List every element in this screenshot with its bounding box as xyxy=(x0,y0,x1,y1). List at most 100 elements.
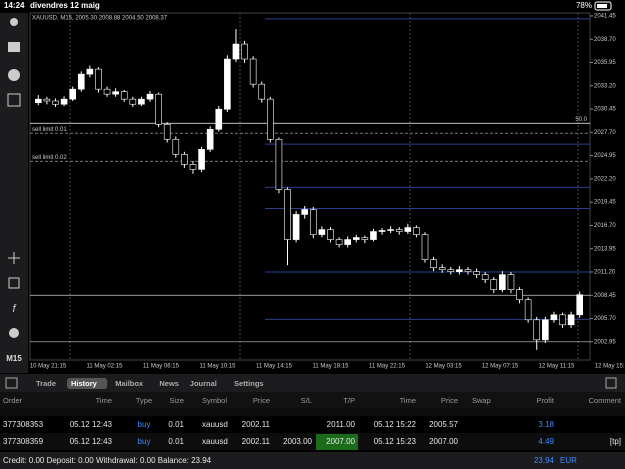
x-tick-label: 11 May 22:15 xyxy=(369,364,406,370)
column-header: Swap xyxy=(472,396,491,405)
candle-body xyxy=(344,239,351,245)
candle-body xyxy=(550,314,558,321)
tab-bar xyxy=(0,374,625,392)
y-tick-label: 2013.95 xyxy=(594,246,616,252)
x-tick-label: 12 May 07:15 xyxy=(482,364,519,370)
candle-body xyxy=(95,68,102,90)
candle-body xyxy=(481,274,489,280)
cell-type: buy xyxy=(138,420,151,429)
cell-price: 2002.11 xyxy=(242,420,271,429)
column-header: Time xyxy=(96,396,112,405)
y-tick-label: 2008.45 xyxy=(594,293,616,299)
cell-tp: 2007.00 xyxy=(326,437,355,446)
tab[interactable]: Trade xyxy=(36,379,56,388)
candle-body xyxy=(103,88,111,95)
y-tick-label: 2033.20 xyxy=(594,83,616,89)
candle-body xyxy=(241,43,248,60)
trade-icon[interactable] xyxy=(8,42,20,52)
chart-title: XAUUSD, M15, 2005.30 2008.88 2004.50 200… xyxy=(32,16,168,22)
cell-close-price: 2007.00 xyxy=(429,437,458,446)
candle-body xyxy=(181,154,188,165)
settings-icon[interactable] xyxy=(605,377,617,389)
candle-body xyxy=(327,229,334,240)
x-tick-label: 11 May 14:15 xyxy=(256,364,293,370)
table-header-row xyxy=(0,392,625,408)
candle-body xyxy=(361,237,369,240)
candle-body xyxy=(318,229,326,235)
x-tick-label: 11 May 10:15 xyxy=(200,364,237,370)
y-tick-label: 2022.20 xyxy=(594,176,616,182)
cell-time: 05.12 12:43 xyxy=(70,437,113,446)
battery-fill xyxy=(597,4,607,8)
plot-area xyxy=(29,12,591,361)
candle-body xyxy=(533,319,541,341)
crosshair-icon[interactable] xyxy=(8,252,20,264)
column-header: Size xyxy=(169,396,184,405)
candle-body xyxy=(138,98,145,105)
candle-body xyxy=(77,73,85,90)
candle-body xyxy=(163,123,171,140)
candle-body xyxy=(421,234,429,260)
candle-body xyxy=(507,274,515,290)
candle-body xyxy=(129,98,137,105)
tab[interactable]: Mailbox xyxy=(115,379,144,388)
new-order-icon[interactable] xyxy=(7,93,21,107)
tab[interactable]: Journal xyxy=(190,379,217,388)
cell-sl: 2003.00 xyxy=(283,437,312,446)
cell-price: 2002.11 xyxy=(242,437,271,446)
y-tick-label: 2011.20 xyxy=(594,270,616,276)
candle-body xyxy=(284,189,291,240)
candle-body xyxy=(576,294,584,316)
toolbar xyxy=(0,13,28,373)
candle-body xyxy=(524,299,532,321)
cell-order: 377308359 xyxy=(3,437,44,446)
cell-close-price: 2005.57 xyxy=(429,420,458,429)
indicator-icon[interactable]: f xyxy=(12,303,16,315)
candle-body xyxy=(224,58,231,110)
candle-body xyxy=(464,269,472,272)
cell-symbol: xauusd xyxy=(202,437,228,446)
y-tick-label: 2027.70 xyxy=(594,130,616,136)
candle-body xyxy=(516,289,523,301)
status-date: divendres 12 maig xyxy=(30,1,100,10)
footer-currency: EUR xyxy=(560,456,577,465)
cell-close-time: 05.12 15:22 xyxy=(374,420,417,429)
battery-icon xyxy=(594,1,612,11)
candle-body xyxy=(86,68,94,75)
candle-body xyxy=(275,138,283,190)
y-tick-label: 2002.95 xyxy=(594,339,616,345)
tab[interactable]: Settings xyxy=(234,379,264,388)
tab[interactable]: History xyxy=(71,379,98,388)
calendar-icon[interactable] xyxy=(5,377,18,389)
column-header: S/L xyxy=(301,396,312,405)
footer-bar xyxy=(0,452,625,469)
candle-body xyxy=(370,231,377,240)
tab-active-bg xyxy=(67,378,108,389)
candle-body xyxy=(120,91,128,100)
x-tick-label: 12 May 03:15 xyxy=(425,364,462,370)
candle-body xyxy=(60,98,68,105)
candle-body xyxy=(292,214,300,240)
column-header: Symbol xyxy=(202,396,227,405)
tp-hit-cell xyxy=(316,434,358,450)
candle-body xyxy=(413,227,420,235)
candle-body xyxy=(172,138,180,155)
timeframe-button[interactable]: M15 xyxy=(6,354,22,363)
candle-body xyxy=(567,314,575,326)
candle-body xyxy=(447,269,455,272)
objects-icon[interactable] xyxy=(9,328,19,338)
x-tick-label: 12 May 11:15 xyxy=(539,364,576,370)
candle-body xyxy=(542,319,549,341)
column-header: Price xyxy=(441,396,458,405)
footer-summary: Credit: 0.00 Deposit: 0.00 Withdrawal: 0… xyxy=(3,456,212,465)
candle-body xyxy=(189,164,197,170)
candle-body xyxy=(267,98,274,140)
order-label: sell limit 0.01 xyxy=(32,127,67,133)
account-icon[interactable] xyxy=(10,18,18,26)
candle-body xyxy=(52,100,59,105)
chat-icon[interactable] xyxy=(8,69,20,81)
tab[interactable]: News xyxy=(159,379,179,388)
candle-icon[interactable] xyxy=(8,277,20,289)
cell-size: 0.01 xyxy=(168,420,184,429)
